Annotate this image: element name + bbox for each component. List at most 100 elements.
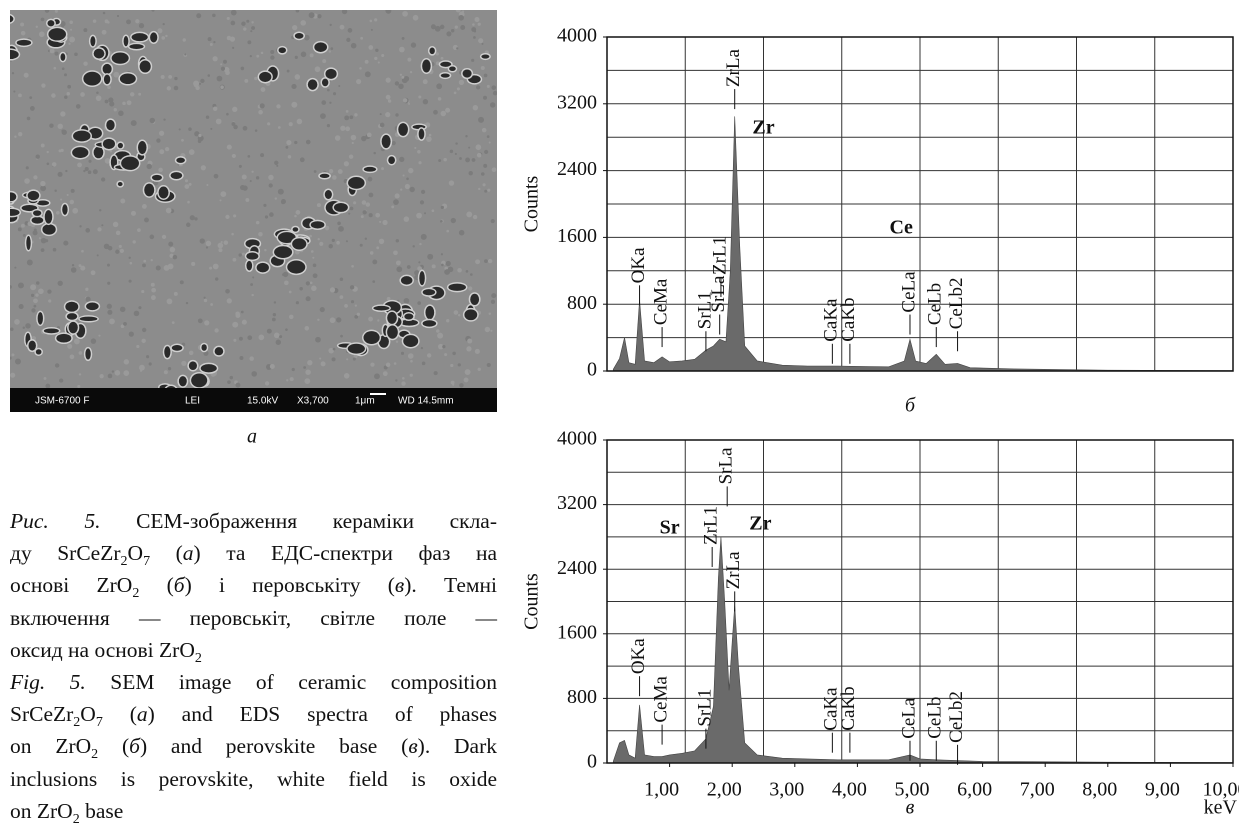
texture-speck	[309, 235, 312, 238]
texture-speck	[83, 61, 87, 65]
texture-speck	[101, 224, 103, 226]
texture-speck	[83, 28, 87, 32]
texture-speck	[336, 317, 341, 322]
texture-pore	[2, 50, 19, 59]
texture-speck	[273, 313, 276, 316]
texture-speck	[8, 285, 12, 289]
texture-speck	[232, 322, 238, 328]
texture-speck	[65, 170, 67, 172]
texture-speck	[452, 352, 455, 355]
texture-speck	[244, 79, 248, 83]
texture-speck	[284, 280, 289, 285]
texture-speck	[475, 349, 480, 354]
texture-speck	[165, 147, 169, 151]
texture-speck	[189, 149, 195, 155]
texture-speck	[174, 77, 177, 80]
caption-text: ) та ЕДС-спектри фаз на	[194, 541, 498, 565]
texture-pore	[45, 210, 52, 223]
texture-speck	[91, 338, 96, 343]
texture-pore	[94, 147, 104, 159]
texture-speck	[24, 178, 30, 184]
texture-speck	[418, 96, 421, 99]
texture-speck	[81, 250, 84, 253]
caption-text: а	[183, 541, 194, 565]
sem-info-label: WD 14.5mm	[398, 396, 454, 407]
texture-pore	[189, 361, 197, 370]
texture-pore	[419, 271, 425, 285]
texture-speck	[66, 242, 69, 245]
texture-speck	[184, 53, 186, 55]
texture-speck	[219, 199, 221, 201]
texture-speck	[469, 171, 473, 175]
texture-speck	[468, 147, 470, 149]
texture-speck	[446, 31, 451, 36]
texture-speck	[79, 373, 81, 375]
texture-speck	[218, 243, 224, 249]
texture-speck	[296, 210, 301, 215]
texture-speck	[189, 351, 194, 356]
texture-speck	[484, 190, 487, 193]
texture-speck	[109, 319, 115, 325]
texture-speck	[340, 278, 344, 282]
texture-speck	[489, 313, 491, 315]
texture-speck	[300, 157, 305, 162]
texture-speck	[437, 333, 443, 339]
texture-speck	[313, 263, 317, 267]
texture-pore	[387, 312, 397, 324]
texture-pore	[419, 129, 425, 140]
texture-speck	[491, 293, 496, 298]
texture-speck	[397, 261, 401, 265]
texture-speck	[96, 91, 99, 94]
peak-label: OKa	[628, 638, 649, 674]
texture-speck	[35, 293, 38, 296]
texture-speck	[141, 290, 144, 293]
caption-text: ) and EDS spectra of phases	[148, 702, 497, 726]
texture-speck	[265, 215, 268, 218]
texture-speck	[429, 134, 432, 137]
texture-speck	[351, 265, 354, 268]
texture-speck	[186, 223, 190, 227]
texture-speck	[215, 277, 218, 280]
peak-label: SrL1	[694, 689, 715, 727]
texture-speck	[98, 335, 100, 337]
texture-speck	[194, 217, 197, 220]
texture-speck	[61, 149, 64, 152]
texture-speck	[329, 102, 331, 104]
texture-speck	[97, 254, 99, 256]
texture-speck	[191, 262, 195, 266]
texture-speck	[329, 50, 331, 52]
texture-speck	[484, 259, 488, 263]
texture-speck	[446, 230, 449, 233]
texture-speck	[21, 31, 26, 36]
texture-pore	[118, 182, 123, 186]
texture-speck	[379, 221, 381, 223]
texture-pore	[72, 147, 88, 158]
texture-speck	[411, 42, 416, 47]
caption-text: б	[129, 734, 140, 758]
texture-speck	[24, 73, 29, 78]
texture-speck	[346, 358, 348, 360]
texture-speck	[107, 304, 112, 309]
y-tick-label: 0	[587, 751, 597, 773]
texture-speck	[315, 337, 321, 343]
texture-pore	[403, 335, 418, 347]
texture-speck	[232, 107, 237, 112]
texture-speck	[406, 177, 409, 180]
texture-speck	[491, 85, 496, 90]
texture-speck	[210, 43, 213, 46]
caption-text: ). Dark	[418, 734, 497, 758]
texture-pore	[364, 331, 380, 344]
texture-speck	[401, 381, 405, 385]
texture-speck	[418, 261, 420, 263]
texture-speck	[286, 379, 288, 381]
texture-speck	[144, 218, 149, 223]
texture-speck	[247, 40, 251, 44]
texture-speck	[340, 335, 343, 338]
texture-speck	[242, 253, 245, 256]
texture-speck	[395, 193, 400, 198]
texture-speck	[319, 242, 323, 246]
texture-speck	[250, 30, 252, 32]
texture-speck	[258, 232, 263, 237]
texture-speck	[119, 245, 122, 248]
